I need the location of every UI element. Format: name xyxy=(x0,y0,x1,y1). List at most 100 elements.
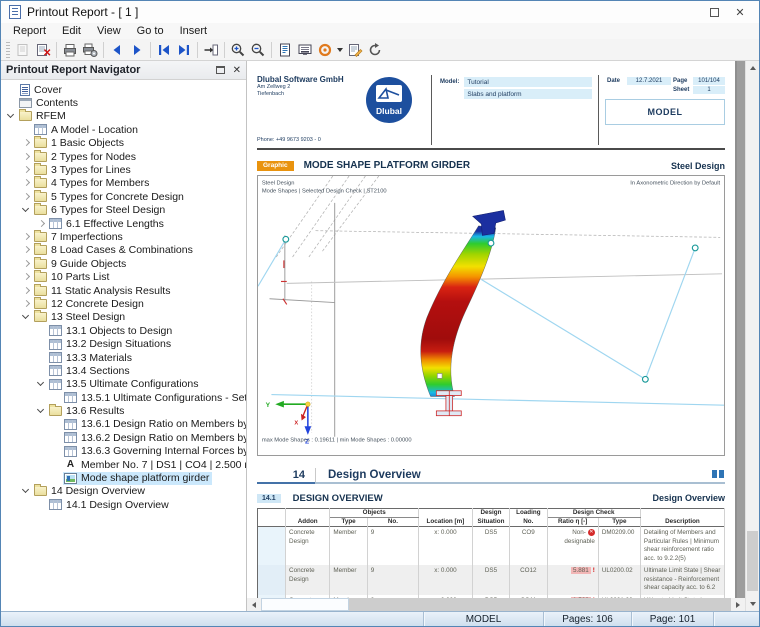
nav-item-label: 7 Imperfections xyxy=(51,230,123,243)
vertical-scroll-track[interactable] xyxy=(746,75,759,597)
nav-item-steel-design[interactable]: 13 Steel Design xyxy=(1,310,246,324)
nav-item-parts-list[interactable]: 10 Parts List xyxy=(1,270,246,283)
menu-view[interactable]: View xyxy=(97,25,121,37)
refresh-icon[interactable] xyxy=(365,40,385,60)
nav-item-effective-lengths[interactable]: 6.1 Effective Lengths xyxy=(1,217,246,230)
scroll-right-arrow[interactable] xyxy=(731,598,745,611)
print-settings-icon[interactable] xyxy=(80,40,100,60)
chevron-right-icon[interactable] xyxy=(20,152,33,162)
nav-item-types-lines[interactable]: 3 Types for Lines xyxy=(1,163,246,176)
scroll-left-arrow[interactable] xyxy=(247,598,261,611)
nav-item-governing-forces[interactable]: 13.6.3 Governing Internal Forces by Memb… xyxy=(1,445,246,458)
nav-item-results[interactable]: 13.6 Results xyxy=(1,404,246,417)
first-page-icon[interactable] xyxy=(154,40,174,60)
nav-item-materials[interactable]: 13.3 Materials xyxy=(1,351,246,364)
nav-item-sections[interactable]: 13.4 Sections xyxy=(1,364,246,377)
chevron-right-icon[interactable] xyxy=(20,192,33,202)
nav-item-types-steel[interactable]: 6 Types for Steel Design xyxy=(1,203,246,217)
menu-edit[interactable]: Edit xyxy=(62,25,81,37)
scroll-down-arrow[interactable] xyxy=(746,597,759,611)
menu-report[interactable]: Report xyxy=(13,25,47,37)
chevron-down-icon[interactable] xyxy=(5,111,18,121)
nav-item-member-7[interactable]: Member No. 7 | DS1 | CO4 | 2.500 m | ST2… xyxy=(1,458,246,471)
delete-pages-icon[interactable]: ✕ xyxy=(33,40,53,60)
nav-item-rfem[interactable]: RFEM xyxy=(1,109,246,123)
nav-item-concrete-design[interactable]: 12 Concrete Design xyxy=(1,296,246,310)
close-button[interactable]: ✕ xyxy=(735,6,745,19)
go-to-page-icon[interactable] xyxy=(201,40,221,60)
vertical-scrollbar[interactable] xyxy=(745,61,759,611)
open-report-icon[interactable] xyxy=(13,40,33,60)
chevron-right-icon[interactable] xyxy=(20,245,33,255)
date-label: Date xyxy=(607,78,621,84)
chevron-down-icon[interactable] xyxy=(35,379,48,389)
nav-item-guide-objects[interactable]: 9 Guide Objects xyxy=(1,256,246,270)
menu-goto[interactable]: Go to xyxy=(136,25,164,37)
chevron-down-icon[interactable] xyxy=(20,486,33,496)
chevron-right-icon[interactable] xyxy=(20,232,33,242)
edit-report-icon[interactable] xyxy=(345,40,365,60)
chevron-right-icon[interactable] xyxy=(20,299,33,309)
chevron-right-icon[interactable] xyxy=(20,165,33,175)
nav-item-cover[interactable]: Cover xyxy=(1,83,246,96)
nav-item-mode-shape-girder[interactable]: Mode shape platform girder xyxy=(1,471,246,485)
toolbar-separator xyxy=(197,41,198,58)
horizontal-scroll-track[interactable] xyxy=(349,598,731,611)
toolbar: ✕ xyxy=(1,39,759,61)
display-settings-icon[interactable] xyxy=(295,40,315,60)
page-setup-icon[interactable] xyxy=(275,40,295,60)
nav-item-imperfections[interactable]: 7 Imperfections xyxy=(1,229,246,243)
folder-icon xyxy=(34,136,47,149)
chevron-right-icon[interactable] xyxy=(20,259,33,269)
nav-item-design-overview-table[interactable]: 14.1 Design Overview xyxy=(1,498,246,511)
nav-item-ultimate-configs[interactable]: 13.5 Ultimate Configurations xyxy=(1,378,246,391)
chevron-right-icon[interactable] xyxy=(20,178,33,188)
horizontal-scrollbar[interactable] xyxy=(247,598,745,611)
nav-item-ratio-by-member[interactable]: 13.6.2 Design Ratio on Members by Member xyxy=(1,431,246,444)
next-page-icon[interactable] xyxy=(127,40,147,60)
mode-shape-svg: Y Z X Steel Design Mode Shapes | Selecte… xyxy=(258,176,724,445)
chevron-right-icon[interactable] xyxy=(20,286,33,296)
print-icon[interactable] xyxy=(60,40,80,60)
nav-item-types-members[interactable]: 4 Types for Members xyxy=(1,176,246,190)
chevron-down-icon[interactable] xyxy=(20,205,33,215)
nav-item-ultimate-configs-settings[interactable]: 13.5.1 Ultimate Configurations - Setting… xyxy=(1,391,246,404)
last-page-icon[interactable] xyxy=(174,40,194,60)
table-corner-cell xyxy=(257,508,287,527)
close-panel-icon[interactable]: ✕ xyxy=(232,64,241,76)
float-panel-icon[interactable] xyxy=(215,66,225,74)
chevron-down-icon[interactable] xyxy=(20,312,33,322)
structure-lines xyxy=(269,202,723,437)
nav-item-load-cases[interactable]: 8 Load Cases & Combinations xyxy=(1,243,246,257)
chapter-title: Design Overview xyxy=(328,468,421,481)
nav-item-static-results[interactable]: 11 Static Analysis Results xyxy=(1,283,246,297)
nav-item-types-nodes[interactable]: 2 Types for Nodes xyxy=(1,149,246,163)
nav-item-objects-to-design[interactable]: 13.1 Objects to Design xyxy=(1,324,246,337)
chevron-right-icon[interactable] xyxy=(35,219,48,229)
dropdown-arrow-icon[interactable] xyxy=(337,47,343,52)
indent-spacer xyxy=(50,419,63,429)
vertical-scroll-thumb[interactable] xyxy=(747,531,758,591)
toolbar-separator xyxy=(103,41,104,58)
nav-item-design-situations[interactable]: 13.2 Design Situations xyxy=(1,337,246,350)
prev-page-icon[interactable] xyxy=(107,40,127,60)
nav-item-design-overview[interactable]: 14 Design Overview xyxy=(1,484,246,498)
menu-insert[interactable]: Insert xyxy=(179,25,208,37)
chevron-right-icon[interactable] xyxy=(20,138,33,148)
logo-text: Dlubal xyxy=(376,106,402,116)
page-header: Dlubal Software GmbH Am Zellweg 2 Tiefen… xyxy=(257,75,725,145)
chevron-down-icon[interactable] xyxy=(35,406,48,416)
nav-item-types-concrete[interactable]: 5 Types for Concrete Design xyxy=(1,189,246,203)
nav-item-model-location[interactable]: A Model - Location xyxy=(1,123,246,136)
folder-icon xyxy=(34,283,47,296)
maximize-button[interactable] xyxy=(701,3,727,21)
chevron-right-icon[interactable] xyxy=(20,272,33,282)
nav-item-basic-objects[interactable]: 1 Basic Objects xyxy=(1,136,246,150)
nav-item-ratio-by-section[interactable]: 13.6.1 Design Ratio on Members by Sectio… xyxy=(1,418,246,431)
zoom-in-icon[interactable] xyxy=(228,40,248,60)
printout-options-icon[interactable] xyxy=(315,40,335,60)
horizontal-scroll-thumb[interactable] xyxy=(261,598,349,611)
scroll-up-arrow[interactable] xyxy=(746,61,759,75)
zoom-out-icon[interactable] xyxy=(248,40,268,60)
nav-item-contents[interactable]: Contents xyxy=(1,96,246,109)
